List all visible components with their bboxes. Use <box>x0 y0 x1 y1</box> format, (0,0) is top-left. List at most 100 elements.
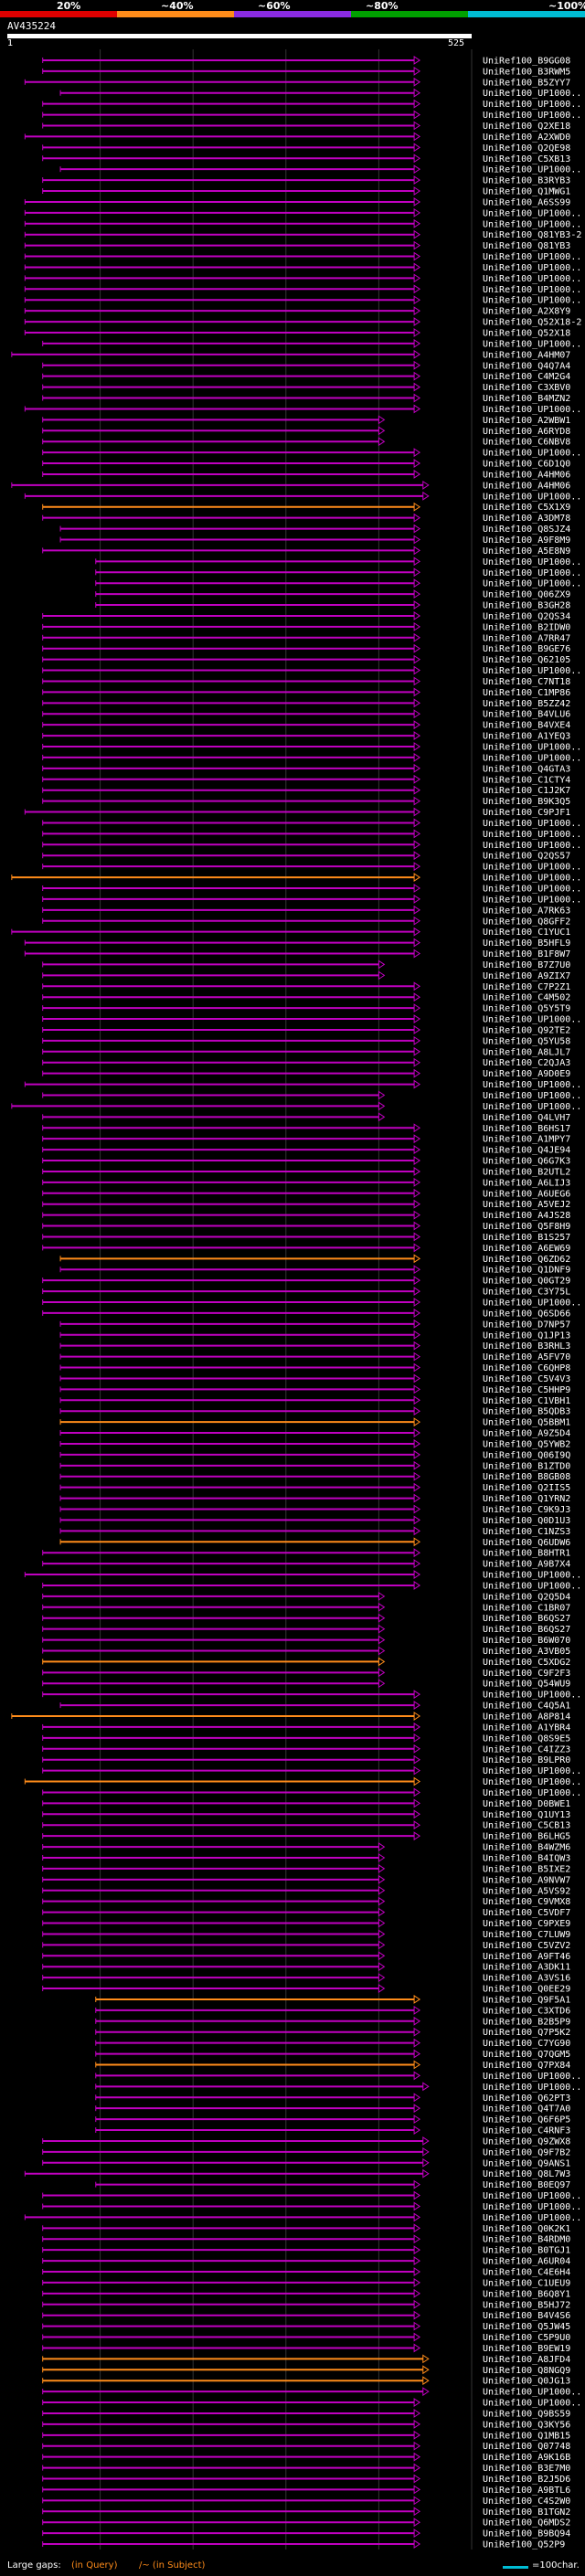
hit-end-arrow <box>413 2005 421 2015</box>
hit-end-arrow <box>413 1046 421 1056</box>
hit-end-arrow <box>413 621 421 631</box>
hit-label: UniRef100_UP1000.. <box>483 1080 581 1090</box>
hit-end-arrow <box>422 2157 430 2168</box>
hit-label: UniRef100_Q1JP13 <box>483 1330 570 1341</box>
hit-end-arrow <box>422 2147 430 2157</box>
hit-row: UniRef100_UP1000.. <box>42 894 581 905</box>
hit-label: UniRef100_B0EQ97 <box>483 2180 570 2190</box>
hit-row: UniRef100_UP1000.. <box>42 2190 581 2201</box>
hit-row: UniRef100_Q62PT3 <box>95 2093 570 2104</box>
hit-end-arrow <box>422 2168 430 2178</box>
footer-in-subject: /~ (in Subject) <box>139 2560 206 2571</box>
hit-end-arrow <box>413 1265 421 1275</box>
hit-row: UniRef100_UP1000.. <box>11 1101 581 1112</box>
hit-label: UniRef100_Q2QS34 <box>483 611 570 621</box>
hit-row: UniRef100_C6D1Q0 <box>42 459 570 470</box>
hit-end-arrow <box>413 2507 421 2517</box>
hit-end-arrow <box>413 2104 421 2114</box>
hit-row: UniRef100_Q6ZD62 <box>59 1254 570 1265</box>
hit-row: UniRef100_UP1000.. <box>42 110 581 121</box>
hit-label: UniRef100_B1TGN2 <box>483 2507 570 2518</box>
legend-label-20: 20% <box>57 0 81 12</box>
hit-row: UniRef100_A2X8Y9 <box>24 306 570 317</box>
hit-end-arrow <box>378 1591 386 1601</box>
hit-row: UniRef100_A6UR04 <box>42 2256 570 2267</box>
hit-label: UniRef100_C9K9J3 <box>483 1505 570 1515</box>
hit-end-arrow <box>413 600 421 610</box>
hit-end-arrow <box>422 2365 430 2375</box>
hit-label: UniRef100_Q9F7B2 <box>483 2147 570 2157</box>
hit-end-arrow <box>413 186 421 196</box>
hit-label: UniRef100_Q62PT3 <box>483 2094 570 2104</box>
hit-row: UniRef100_A3VB05 <box>42 1646 570 1657</box>
hit-row: UniRef100_A9BTL6 <box>42 2485 570 2496</box>
hit-label: UniRef100_Q1UY13 <box>483 1810 570 1820</box>
hit-row: UniRef100_A8JFD4 <box>42 2354 570 2365</box>
hit-end-arrow <box>413 709 421 719</box>
hit-row: UniRef100_C7YG90 <box>95 2038 570 2049</box>
hit-label: UniRef100_UP1000.. <box>483 2083 581 2093</box>
hit-row: UniRef100_Q9F7B2 <box>42 2147 570 2157</box>
hit-row: UniRef100_D0BWE1 <box>42 1798 570 1809</box>
hit-end-arrow <box>413 1287 421 1297</box>
hit-row: UniRef100_UP1000.. <box>42 884 581 894</box>
hit-label: UniRef100_B5ZZ42 <box>483 699 570 709</box>
hit-label: UniRef100_B9LPR0 <box>483 1755 570 1765</box>
hit-label: UniRef100_C6D1Q0 <box>483 460 570 470</box>
hit-label: UniRef100_D0BWE1 <box>483 1799 570 1809</box>
hit-end-arrow <box>378 1101 386 1111</box>
hit-label: UniRef100_Q6G7K3 <box>483 1157 570 1167</box>
hit-end-arrow <box>413 218 421 228</box>
hit-end-arrow <box>413 110 421 120</box>
hit-label: UniRef100_Q7QGM5 <box>483 2050 570 2060</box>
hit-end-arrow <box>413 1570 421 1579</box>
hit-label: UniRef100_A6SS99 <box>483 197 570 207</box>
hit-label: UniRef100_B9EW19 <box>483 2344 570 2354</box>
hit-end-arrow <box>422 2354 430 2364</box>
hit-label: UniRef100_UP1000.. <box>483 1766 581 1776</box>
hit-label: UniRef100_A9F8M9 <box>483 535 570 546</box>
hit-label: UniRef100_C1YUC1 <box>483 928 570 938</box>
hit-label: UniRef100_Q4GTA3 <box>483 764 570 774</box>
hit-row: UniRef100_A9F8M9 <box>59 535 570 546</box>
hit-row: UniRef100_UP1000.. <box>95 567 581 578</box>
hit-end-arrow <box>413 720 421 730</box>
hit-label: UniRef100_B5ZYY7 <box>483 78 570 88</box>
hit-label: UniRef100_C4IZZ3 <box>483 1744 570 1754</box>
hit-label: UniRef100_UP1000.. <box>483 2191 581 2201</box>
hit-row: UniRef100_Q81YB3 <box>24 240 570 251</box>
hit-end-arrow <box>413 1701 421 1711</box>
hit-end-arrow <box>413 2179 421 2189</box>
legend-label-80: ~80% <box>366 0 399 12</box>
hit-label: UniRef100_Q8NGQ9 <box>483 2366 570 2376</box>
hit-row: UniRef100_B4V4S6 <box>42 2310 570 2321</box>
hit-row: UniRef100_UP1000.. <box>95 2071 581 2082</box>
hit-row: UniRef100_C5CB13 <box>42 1820 570 1831</box>
hit-label: UniRef100_UP1000.. <box>483 1571 581 1581</box>
hit-label: UniRef100_UP1000.. <box>483 2202 581 2212</box>
hit-label: UniRef100_A4HM07 <box>483 350 570 360</box>
hit-row: UniRef100_B6W070 <box>42 1635 570 1646</box>
legend-label-100: ~100% <box>548 0 585 12</box>
hit-label: UniRef100_UP1000.. <box>483 165 581 175</box>
hit-end-arrow <box>413 2539 421 2549</box>
hit-end-arrow <box>378 959 386 970</box>
hit-label: UniRef100_A2XWD0 <box>483 133 570 143</box>
query-end: 525 <box>448 38 465 48</box>
hit-row: UniRef100_C3Y75L <box>42 1287 570 1298</box>
hit-label: UniRef100_Q4LVH7 <box>483 1113 570 1123</box>
hit-label: UniRef100_B6HS17 <box>483 1124 570 1134</box>
hit-label: UniRef100_A7RK63 <box>483 906 570 916</box>
hit-end-arrow <box>413 328 421 337</box>
hit-end-arrow <box>413 1188 421 1198</box>
hit-end-arrow <box>413 862 421 872</box>
hit-row: UniRef100_C4IZZ3 <box>42 1744 570 1754</box>
hit-end-arrow <box>413 1831 421 1841</box>
hit-end-arrow <box>378 1635 386 1645</box>
hit-row: UniRef100_B2UTL2 <box>42 1167 570 1177</box>
hit-row: UniRef100_Q1JP13 <box>59 1330 570 1341</box>
hit-end-arrow <box>413 2430 421 2440</box>
hit-end-arrow <box>413 2256 421 2266</box>
hit-end-arrow <box>413 2245 421 2255</box>
hit-row: UniRef100_UP1000.. <box>42 448 581 459</box>
